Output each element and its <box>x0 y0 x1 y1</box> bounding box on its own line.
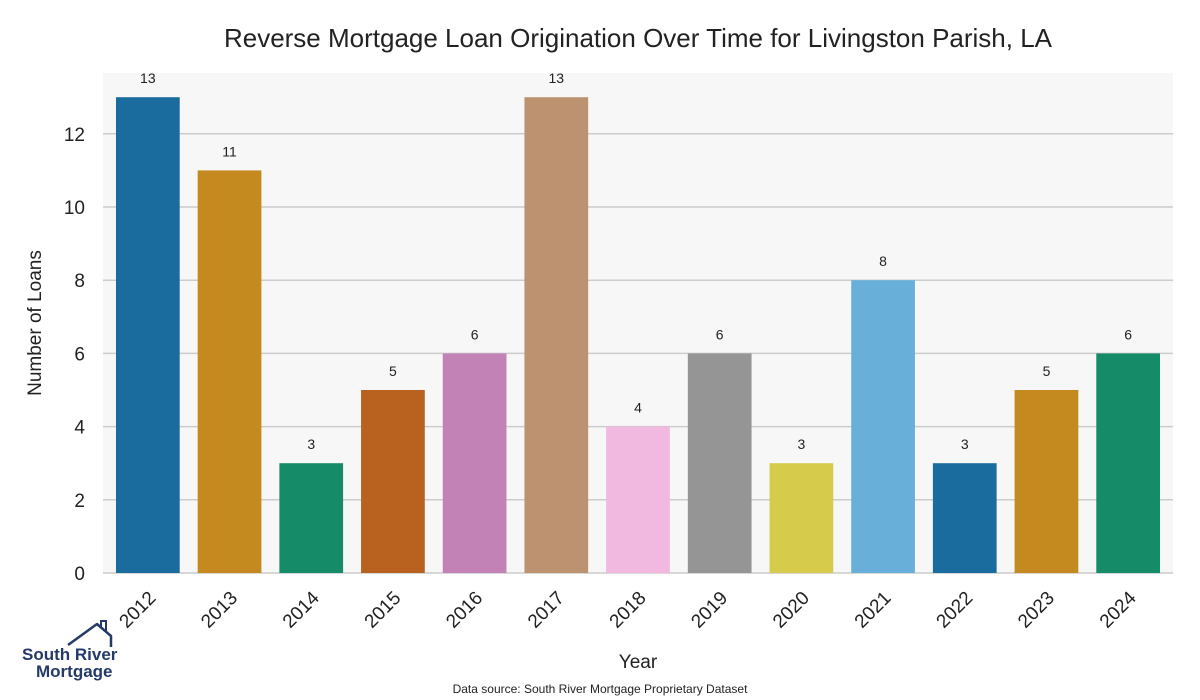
bar-2019 <box>687 353 752 573</box>
x-tick-label: 2014 <box>279 587 324 632</box>
data-label-2019: 6 <box>716 326 724 342</box>
y-tick-label: 12 <box>64 125 85 146</box>
x-tick-label: 2024 <box>1096 587 1141 632</box>
x-tick-label: 2019 <box>687 588 732 633</box>
y-axis-label: Number of Loans <box>25 250 46 396</box>
logo-line1: South River <box>22 645 118 664</box>
y-tick-label: 6 <box>74 344 85 365</box>
data-label-2022: 3 <box>961 436 969 452</box>
y-tick-label: 10 <box>64 198 85 219</box>
x-axis-ticks: 2012 2013 2014 2015 2016 2017 2018 2019 2020 2021… <box>116 587 1141 632</box>
x-tick-label: 2015 <box>361 588 406 633</box>
data-label-2023: 5 <box>1043 363 1051 379</box>
x-tick-label: 2018 <box>606 588 651 633</box>
data-source-note: Data source: South River Mortgage Propri… <box>453 682 748 696</box>
house-chimney-icon <box>100 620 107 632</box>
data-labels: 13 11 3 5 6 13 4 6 3 8 3 5 6 <box>140 70 1132 452</box>
data-label-2020: 3 <box>797 436 805 452</box>
y-tick-label: 8 <box>74 271 85 292</box>
data-label-2024: 6 <box>1124 326 1132 342</box>
bar-2016 <box>442 353 507 573</box>
data-label-2015: 5 <box>389 363 397 379</box>
bar-2023 <box>1014 390 1079 573</box>
bar-2018 <box>606 426 670 573</box>
data-label-2013: 11 <box>222 143 237 159</box>
bar-2022 <box>932 463 997 573</box>
bar-2020 <box>769 463 834 573</box>
logo-line2: Mortgage <box>36 662 113 681</box>
bar-2014 <box>279 463 344 573</box>
bar-2017 <box>524 97 589 573</box>
data-label-2012: 13 <box>140 70 156 86</box>
bar-2013 <box>197 170 262 573</box>
y-axis-ticks: 0 2 4 6 8 10 12 <box>64 125 86 585</box>
y-tick-label: 0 <box>74 564 85 585</box>
x-tick-label: 2013 <box>197 588 242 633</box>
bar-2024 <box>1096 353 1161 573</box>
y-tick-label: 4 <box>74 418 85 439</box>
bar-2015 <box>361 390 425 573</box>
x-tick-label: 2023 <box>1014 588 1059 633</box>
bars <box>115 97 1161 573</box>
bar-2012 <box>115 97 180 573</box>
data-label-2021: 8 <box>879 253 887 269</box>
data-label-2018: 4 <box>634 400 642 416</box>
x-tick-label: 2016 <box>442 588 487 633</box>
data-label-2014: 3 <box>307 436 315 452</box>
company-logo: South River Mortgage <box>22 620 118 681</box>
x-tick-label: 2012 <box>116 588 161 633</box>
data-label-2016: 6 <box>471 326 479 342</box>
x-tick-label: 2020 <box>769 588 814 633</box>
data-label-2017: 13 <box>549 70 565 86</box>
y-tick-label: 2 <box>74 491 85 512</box>
x-axis-label: Year <box>619 652 658 673</box>
house-roof-icon <box>67 622 113 647</box>
x-tick-label: 2022 <box>933 588 978 633</box>
x-tick-label: 2017 <box>524 588 569 633</box>
x-tick-label: 2021 <box>851 588 896 633</box>
chart-title: Reverse Mortgage Loan Origination Over T… <box>224 23 1053 53</box>
bar-2021 <box>851 280 915 573</box>
